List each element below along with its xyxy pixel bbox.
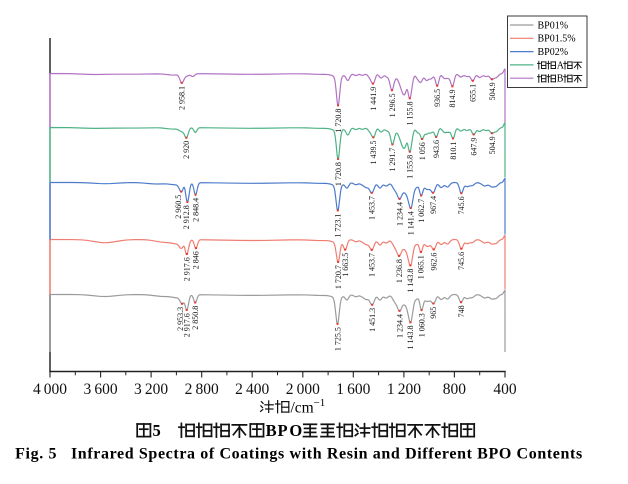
svg-text:1 451.3: 1 451.3	[368, 308, 377, 332]
svg-text:2 848.4: 2 848.4	[191, 198, 200, 222]
svg-text:2 800: 2 800	[185, 381, 219, 398]
svg-text:1 291.7: 1 291.7	[388, 148, 397, 172]
svg-text:5: 5	[153, 421, 161, 440]
svg-text:3 200: 3 200	[134, 381, 168, 398]
svg-text:748: 748	[457, 305, 466, 317]
svg-text:965: 965	[429, 307, 438, 319]
svg-text:1 453.7: 1 453.7	[368, 196, 377, 220]
svg-text:1 453.7: 1 453.7	[368, 253, 377, 277]
svg-text:1 155.8: 1 155.8	[406, 102, 415, 126]
svg-text:BP01%: BP01%	[538, 20, 569, 31]
svg-text:4 000: 4 000	[33, 381, 67, 398]
svg-text:400: 400	[493, 381, 517, 398]
svg-text:504.9: 504.9	[488, 136, 497, 154]
svg-text:2 912.8: 2 912.8	[182, 205, 191, 229]
svg-text:800: 800	[443, 381, 467, 398]
svg-text:2 000: 2 000	[286, 381, 320, 398]
svg-text:936.5: 936.5	[433, 89, 442, 107]
svg-text:A: A	[557, 60, 565, 71]
svg-text:2 400: 2 400	[235, 381, 269, 398]
svg-text:1 296.5: 1 296.5	[388, 93, 397, 117]
svg-text:2 917.6: 2 917.6	[183, 313, 192, 337]
svg-text:1 062.7: 1 062.7	[417, 199, 426, 223]
svg-text:1 143.8: 1 143.8	[406, 326, 415, 350]
svg-text:2 960.5: 2 960.5	[174, 195, 183, 219]
svg-text:962.6: 962.6	[430, 253, 439, 271]
svg-text:2 958.1: 2 958.1	[178, 86, 187, 110]
svg-text:1 720.7: 1 720.7	[334, 265, 343, 289]
svg-text:810.1: 810.1	[449, 142, 458, 160]
svg-text:B: B	[266, 421, 277, 440]
svg-text:3 600: 3 600	[84, 381, 118, 398]
svg-text:1 441.9: 1 441.9	[369, 87, 378, 111]
svg-text:1 141.4: 1 141.4	[407, 211, 416, 235]
svg-text:943.6: 943.6	[432, 140, 441, 158]
svg-text:655.1: 655.1	[469, 84, 478, 102]
svg-text:745.6: 745.6	[457, 252, 466, 270]
svg-text:1 143.8: 1 143.8	[406, 269, 415, 293]
svg-text:1 056: 1 056	[418, 142, 427, 160]
svg-text:/cm: /cm	[291, 400, 314, 417]
svg-text:2 846: 2 846	[192, 251, 201, 269]
svg-text:1 200: 1 200	[387, 381, 421, 398]
svg-text:967.4: 967.4	[429, 196, 438, 214]
svg-text:1 065.1: 1 065.1	[417, 255, 426, 279]
svg-text:2 917.6: 2 917.6	[183, 257, 192, 281]
svg-text:504.9: 504.9	[488, 82, 497, 100]
svg-text:1 720.8: 1 720.8	[334, 162, 343, 186]
svg-text:1 723.1: 1 723.1	[334, 214, 343, 238]
svg-text:1 439.5: 1 439.5	[369, 141, 378, 165]
svg-text:1 725.5: 1 725.5	[333, 327, 342, 351]
svg-text:2 920: 2 920	[182, 141, 191, 159]
svg-text:P: P	[278, 421, 288, 440]
svg-text:Fig. 5 Infrared Spectra of C: Fig. 5 Infrared Spectra of Coatings with…	[15, 446, 583, 463]
svg-text:1 236.8: 1 236.8	[395, 259, 404, 283]
svg-text:B: B	[557, 74, 564, 85]
svg-text:1 060.3: 1 060.3	[417, 313, 426, 337]
svg-text:−1: −1	[314, 397, 326, 409]
svg-text:647.9: 647.9	[470, 138, 479, 156]
svg-text:745.6: 745.6	[457, 196, 466, 214]
svg-text:2 850.8: 2 850.8	[191, 306, 200, 330]
svg-text:1 600: 1 600	[336, 381, 370, 398]
svg-text:814.9: 814.9	[448, 90, 457, 108]
svg-text:O: O	[289, 421, 302, 440]
svg-text:1 155.8: 1 155.8	[406, 155, 415, 179]
svg-text:BP01.5%: BP01.5%	[538, 34, 576, 45]
svg-text:1 663.5: 1 663.5	[341, 253, 350, 277]
svg-text:2 953.3: 2 953.3	[176, 307, 185, 331]
svg-text:1 720.8: 1 720.8	[334, 109, 343, 133]
svg-text:1 234.4: 1 234.4	[395, 314, 404, 338]
svg-text:BP02%: BP02%	[538, 47, 569, 58]
svg-text:1 234.4: 1 234.4	[395, 202, 404, 226]
